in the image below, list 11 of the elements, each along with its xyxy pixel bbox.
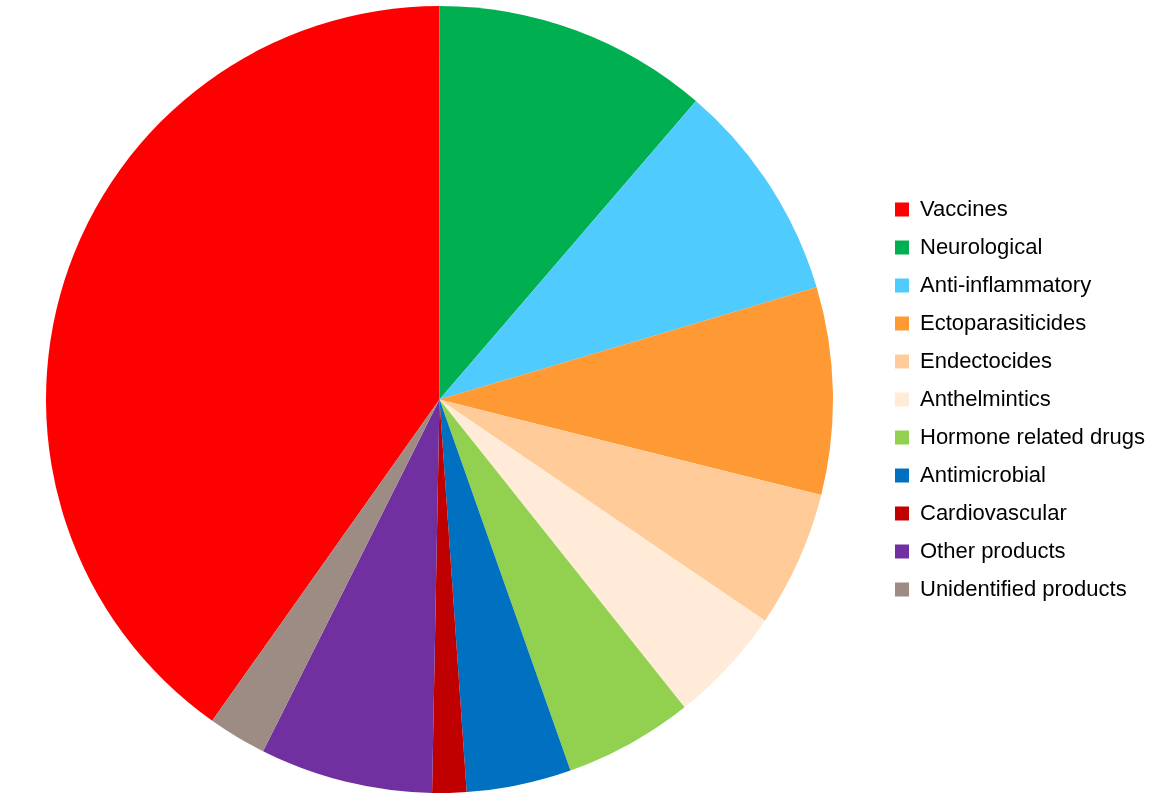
- legend-label: Anti-inflammatory: [919, 271, 1092, 297]
- legend-label: Vaccines: [919, 195, 1008, 221]
- legend-label: Anthelmintics: [919, 385, 1051, 411]
- legend-label: Other products: [919, 537, 1066, 563]
- legend-label: Unidentified products: [919, 575, 1127, 601]
- legend-label: Ectoparasiticides: [919, 309, 1087, 335]
- legend-label: Cardiovascular: [919, 499, 1067, 525]
- legend-label: Endectocides: [919, 347, 1053, 373]
- legend-label: Antimicrobial: [919, 461, 1046, 487]
- legend-label: Hormone related drugs: [919, 423, 1146, 449]
- legend-label: Neurological: [919, 233, 1043, 259]
